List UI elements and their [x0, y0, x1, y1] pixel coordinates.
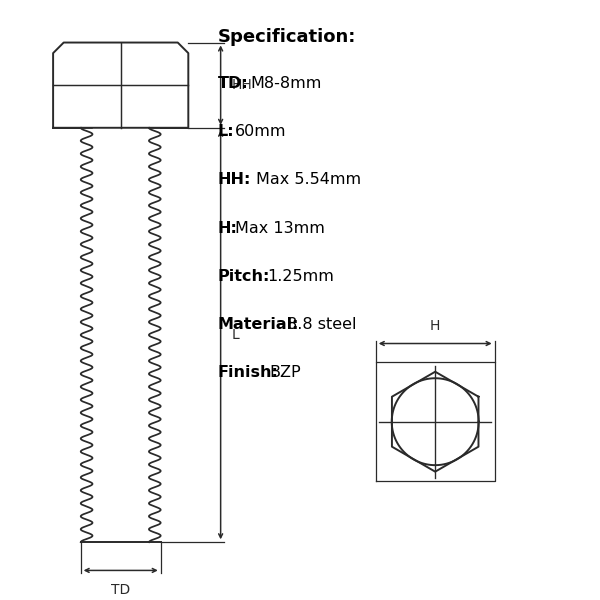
Text: Finish:: Finish: [218, 365, 278, 380]
Text: BZP: BZP [269, 365, 301, 380]
Text: L:: L: [218, 124, 235, 139]
Text: Material:: Material: [218, 317, 299, 332]
Text: Max 13mm: Max 13mm [235, 221, 325, 236]
Text: 8.8 steel: 8.8 steel [287, 317, 356, 332]
Text: Max 5.54mm: Max 5.54mm [256, 172, 361, 187]
Text: H: H [430, 319, 440, 333]
Text: HH:: HH: [218, 172, 251, 187]
Text: TD:: TD: [218, 76, 248, 91]
Text: Specification:: Specification: [218, 28, 356, 46]
Text: 60mm: 60mm [235, 124, 287, 139]
Text: L: L [231, 328, 239, 342]
Text: H:: H: [218, 221, 238, 236]
Text: Pitch:: Pitch: [218, 269, 270, 284]
Text: 1.25mm: 1.25mm [268, 269, 335, 284]
Text: TD: TD [111, 583, 130, 598]
Text: M8-8mm: M8-8mm [250, 76, 322, 91]
Text: HH: HH [231, 78, 252, 92]
